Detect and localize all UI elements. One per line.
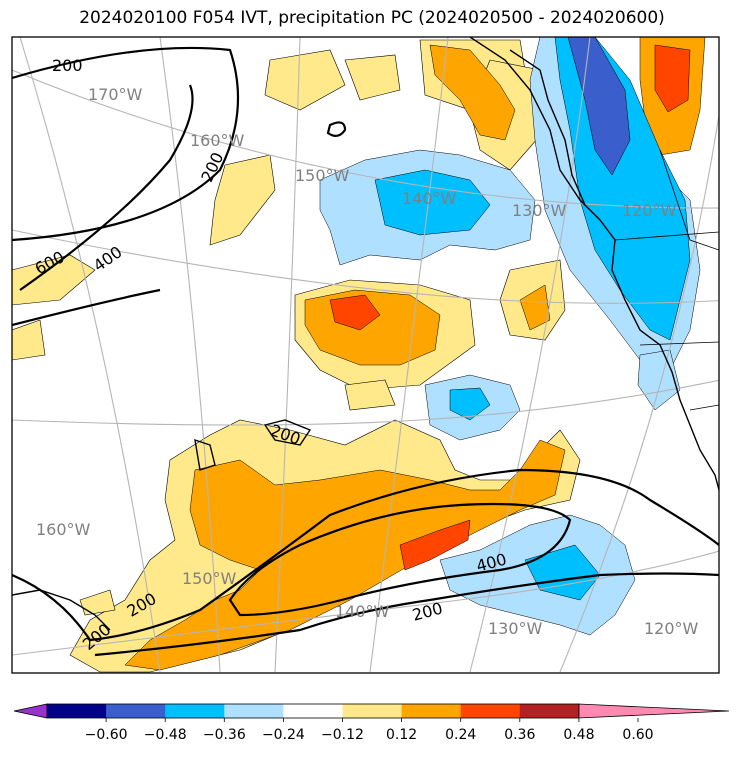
colorbar-segment	[165, 704, 225, 718]
lon-label: 170°W	[88, 85, 143, 104]
colorbar-tick-label: −0.12	[321, 727, 364, 743]
colorbar-tick-label: −0.24	[262, 727, 305, 743]
colorbar-tick-label: −0.60	[85, 727, 128, 743]
coastline	[12, 37, 719, 631]
lon-label: 160°W	[36, 520, 91, 539]
map-title: 2024020100 F054 IVT, precipitation PC (2…	[79, 8, 665, 28]
colorbar-segment	[342, 704, 403, 718]
lon-label: 130°W	[512, 201, 567, 220]
map-frame	[11, 36, 720, 674]
colorbar-tick-label: 0.60	[622, 727, 653, 743]
ivt-contours	[12, 46, 719, 657]
colorbar-tick-label: 0.24	[445, 727, 476, 743]
colorbar-ticks: −0.60 −0.48 −0.36 −0.24 −0.12 0.12 0.24 0.36 0.4…	[85, 718, 654, 743]
lon-label: 130°W	[488, 619, 543, 638]
precip-shading-royal-blue	[567, 37, 631, 176]
colorbar-segment	[224, 704, 284, 718]
colorbar-segment	[460, 704, 521, 718]
lon-label: 150°W	[182, 569, 237, 588]
colorbar-segment	[401, 704, 462, 718]
colorbar-tick-label: −0.48	[144, 727, 187, 743]
lon-label: 140°W	[402, 189, 457, 208]
colorbar-tick-label: 0.48	[563, 727, 594, 743]
lon-label: 120°W	[644, 619, 699, 638]
colorbar-tick-label: 0.36	[504, 727, 535, 743]
colorbar-outline	[46, 703, 580, 719]
colorbar	[13, 703, 730, 719]
lon-label: 160°W	[190, 131, 245, 150]
precip-shading-red-orange	[329, 44, 691, 571]
colorbar-segment	[283, 704, 343, 718]
colorbar-segment	[519, 704, 580, 718]
ivt-contour-label: 200	[52, 56, 83, 75]
colorbar-extend-max	[578, 703, 730, 719]
graticule	[12, 37, 719, 673]
colorbar-segment	[47, 704, 107, 718]
lon-label: 150°W	[295, 166, 350, 185]
colorbar-tick-label: 0.12	[386, 727, 417, 743]
colorbar-segment	[106, 704, 166, 718]
lon-label: 120°W	[622, 201, 677, 220]
colorbar-tick-label: −0.36	[203, 727, 246, 743]
lon-label: 140°W	[335, 602, 390, 621]
colorbar-extend-min	[13, 703, 48, 719]
state-borders	[614, 149, 719, 411]
